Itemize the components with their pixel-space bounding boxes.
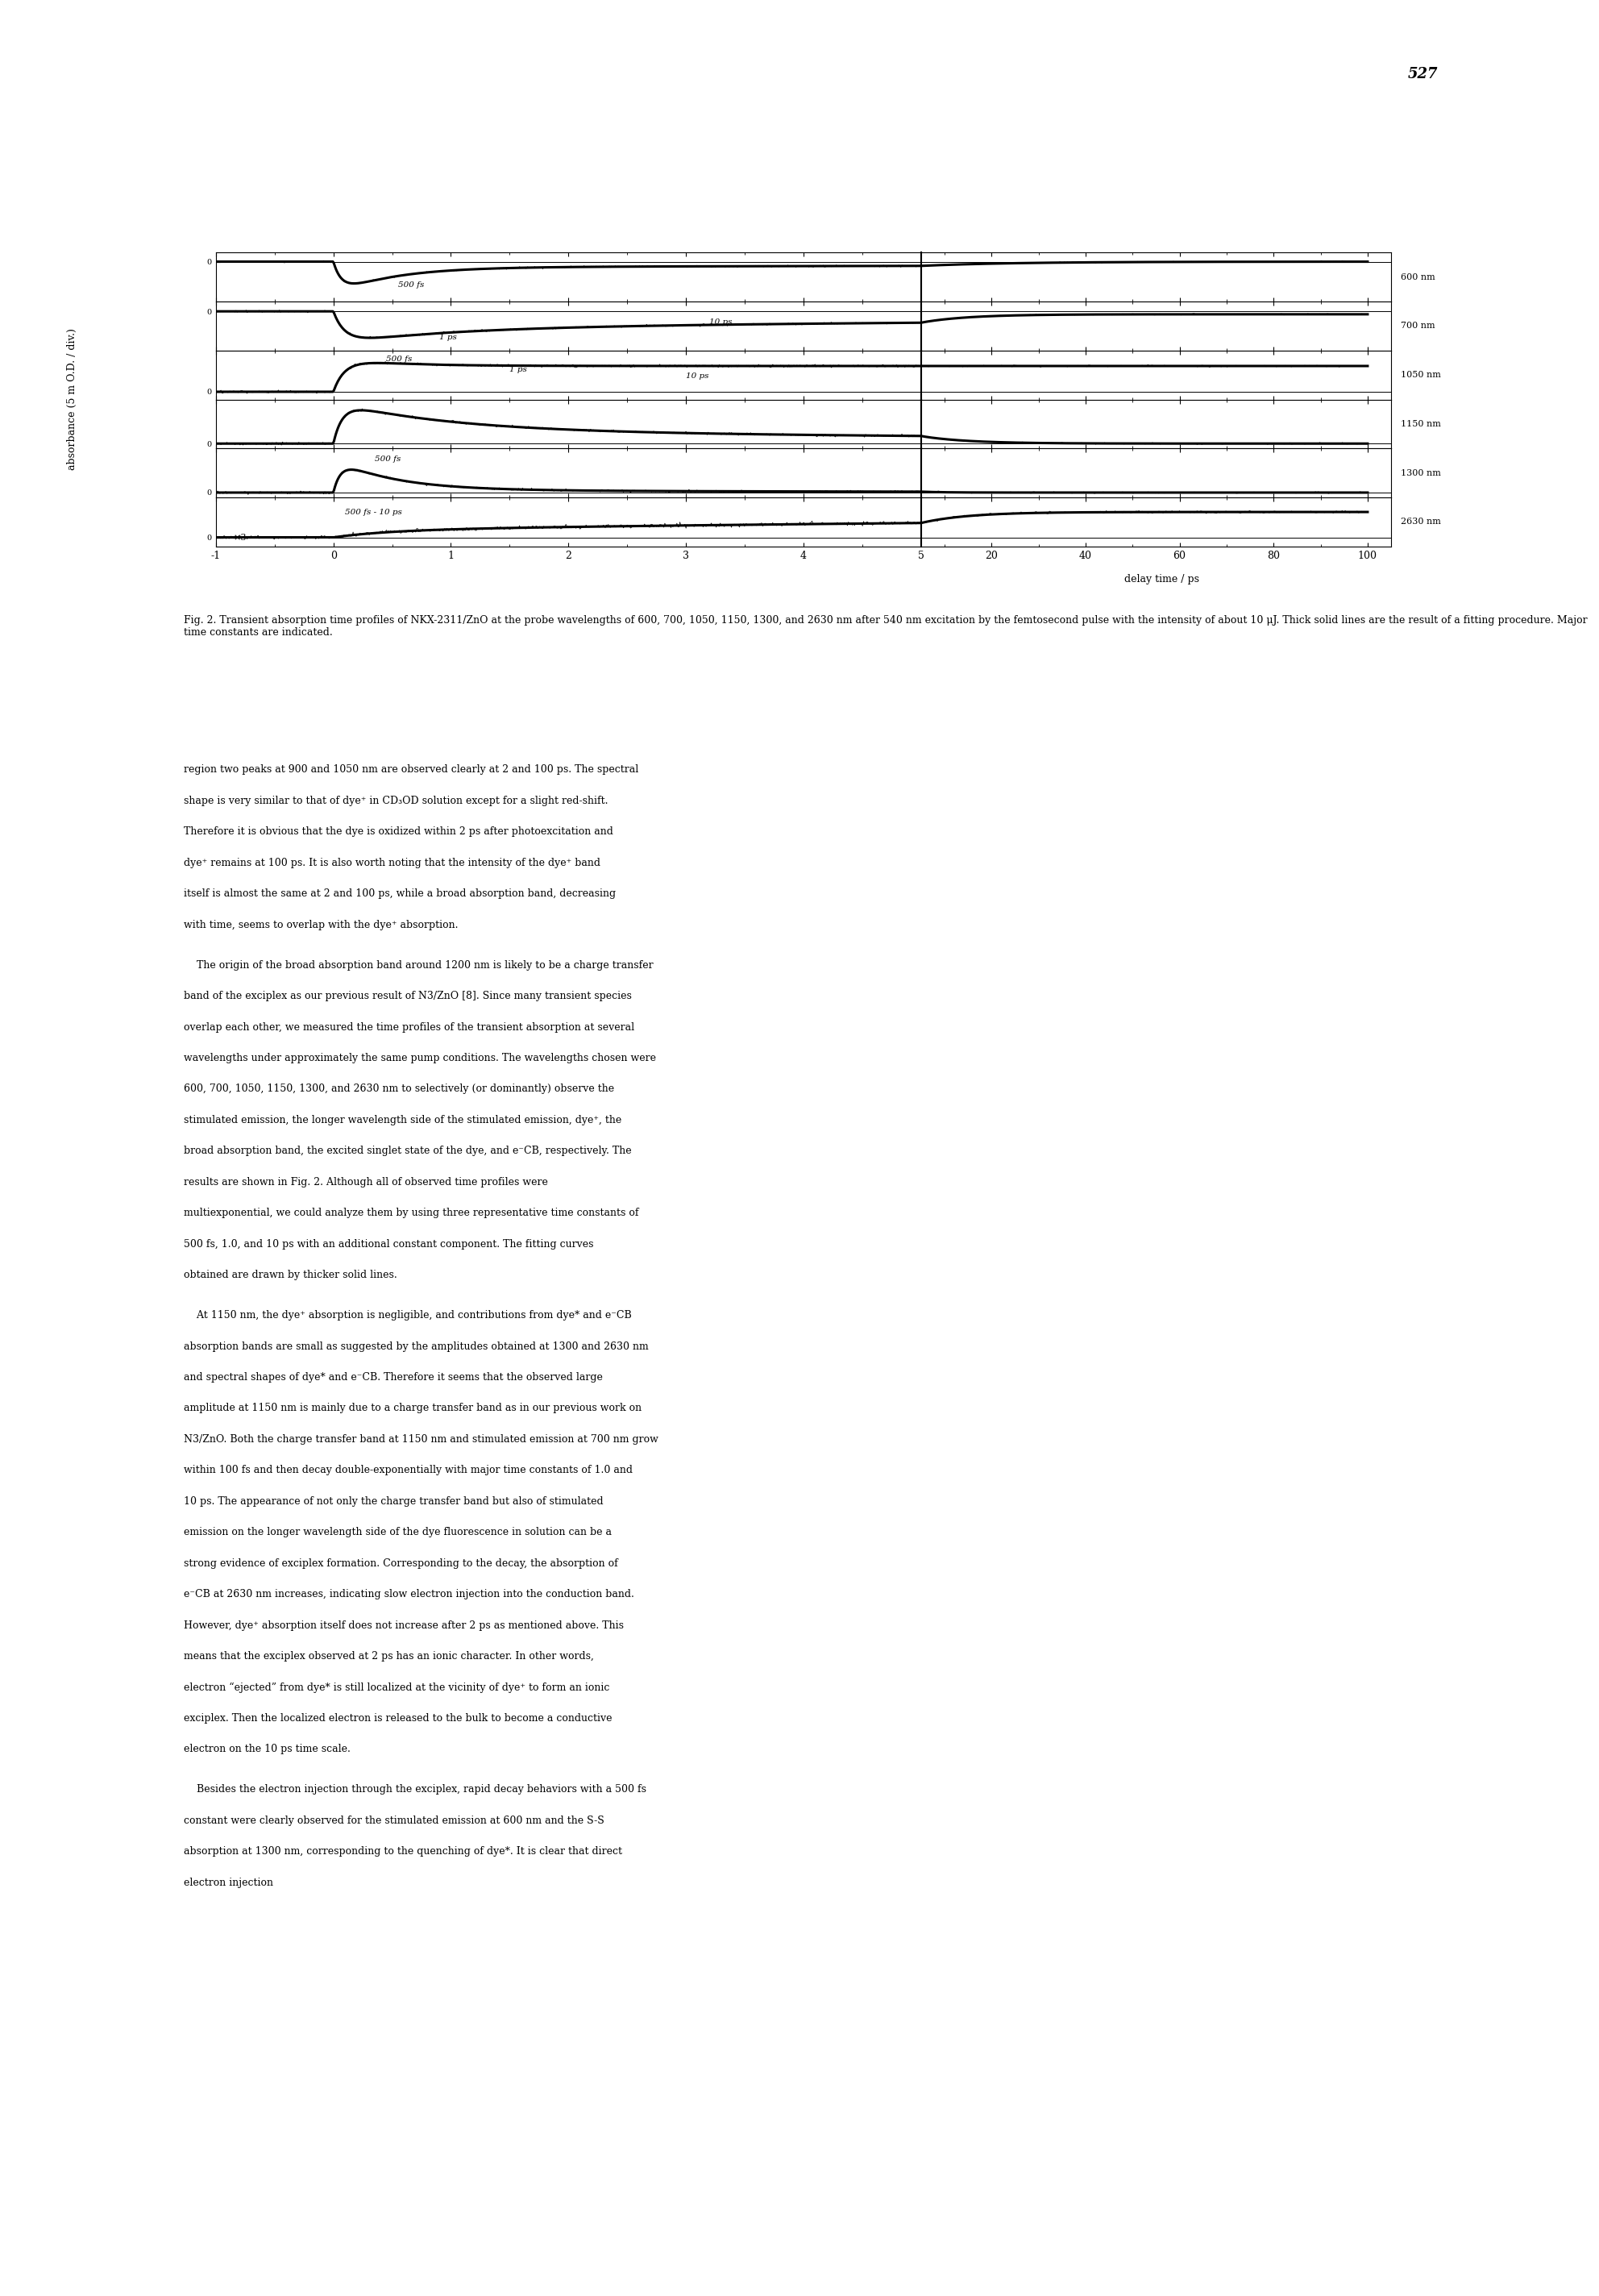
Text: 600, 700, 1050, 1150, 1300, and 2630 nm to selectively (or dominantly) observe t: 600, 700, 1050, 1150, 1300, and 2630 nm … [184,1084,614,1095]
Text: 1 ps: 1 ps [510,367,528,374]
Text: with time, seems to overlap with the dye⁺ absorption.: with time, seems to overlap with the dye… [184,918,459,930]
Text: 1300 nm: 1300 nm [1401,468,1441,478]
Text: and spectral shapes of dye* and e⁻CB. Therefore it seems that the observed large: and spectral shapes of dye* and e⁻CB. Th… [184,1373,603,1382]
Text: 500 fs, 1.0, and 10 ps with an additional constant component. The fitting curves: 500 fs, 1.0, and 10 ps with an additiona… [184,1240,593,1249]
Text: means that the exciplex observed at 2 ps has an ionic character. In other words,: means that the exciplex observed at 2 ps… [184,1651,593,1662]
Text: dye⁺ remains at 100 ps. It is also worth noting that the intensity of the dye⁺ b: dye⁺ remains at 100 ps. It is also worth… [184,856,601,868]
Text: 1 ps: 1 ps [440,335,457,342]
Text: electron injection: electron injection [184,1878,273,1887]
Text: 10 ps. The appearance of not only the charge transfer band but also of stimulate: 10 ps. The appearance of not only the ch… [184,1497,603,1506]
Text: 10 ps: 10 ps [710,319,732,326]
Text: exciplex. Then the localized electron is released to the bulk to become a conduc: exciplex. Then the localized electron is… [184,1713,612,1724]
Text: band of the exciplex as our previous result of N3/ZnO [8]. Since many transient : band of the exciplex as our previous res… [184,992,632,1001]
Text: absorption bands are small as suggested by the amplitudes obtained at 1300 and 2: absorption bands are small as suggested … [184,1341,649,1352]
Text: N3/ZnO. Both the charge transfer band at 1150 nm and stimulated emission at 700 : N3/ZnO. Both the charge transfer band at… [184,1435,659,1444]
Text: 500 fs: 500 fs [398,282,424,289]
Text: broad absorption band, the excited singlet state of the dye, and e⁻CB, respectiv: broad absorption band, the excited singl… [184,1146,632,1157]
Text: amplitude at 1150 nm is mainly due to a charge transfer band as in our previous : amplitude at 1150 nm is mainly due to a … [184,1403,641,1414]
Text: However, dye⁺ absorption itself does not increase after 2 ps as mentioned above.: However, dye⁺ absorption itself does not… [184,1621,624,1630]
Text: electron “ejected” from dye* is still localized at the vicinity of dye⁺ to form : electron “ejected” from dye* is still lo… [184,1683,609,1692]
Text: 500 fs - 10 ps: 500 fs - 10 ps [345,507,403,517]
Text: overlap each other, we measured the time profiles of the transient absorption at: overlap each other, we measured the time… [184,1022,635,1033]
Text: results are shown in Fig. 2. Although all of observed time profiles were: results are shown in Fig. 2. Although al… [184,1178,548,1187]
Text: absorption at 1300 nm, corresponding to the quenching of dye*. It is clear that : absorption at 1300 nm, corresponding to … [184,1846,622,1857]
Text: absorbance (5 m O.D. / div.): absorbance (5 m O.D. / div.) [67,328,77,471]
Text: multiexponential, we could analyze them by using three representative time const: multiexponential, we could analyze them … [184,1208,640,1219]
Text: stimulated emission, the longer wavelength side of the stimulated emission, dye⁺: stimulated emission, the longer waveleng… [184,1116,622,1125]
Text: 1050 nm: 1050 nm [1401,372,1441,379]
Text: 10 ps: 10 ps [686,372,708,379]
Text: Therefore it is obvious that the dye is oxidized within 2 ps after photoexcitati: Therefore it is obvious that the dye is … [184,827,614,838]
Text: constant were clearly observed for the stimulated emission at 600 nm and the S-S: constant were clearly observed for the s… [184,1816,604,1825]
Text: strong evidence of exciplex formation. Corresponding to the decay, the absorptio: strong evidence of exciplex formation. C… [184,1559,619,1568]
Text: Fig. 2. Transient absorption time profiles of NKX-2311/ZnO at the probe waveleng: Fig. 2. Transient absorption time profil… [184,615,1588,638]
Text: ×3: ×3 [233,533,246,542]
Text: 2630 nm: 2630 nm [1401,519,1441,526]
Text: itself is almost the same at 2 and 100 ps, while a broad absorption band, decrea: itself is almost the same at 2 and 100 p… [184,889,616,900]
Text: delay time / ps: delay time / ps [1124,574,1199,585]
Text: emission on the longer wavelength side of the dye fluorescence in solution can b: emission on the longer wavelength side o… [184,1527,612,1538]
Text: At 1150 nm, the dye⁺ absorption is negligible, and contributions from dye* and e: At 1150 nm, the dye⁺ absorption is negli… [184,1311,632,1320]
Text: wavelengths under approximately the same pump conditions. The wavelengths chosen: wavelengths under approximately the same… [184,1054,656,1063]
Text: within 100 fs and then decay double-exponentially with major time constants of 1: within 100 fs and then decay double-expo… [184,1465,633,1476]
Text: 527: 527 [1409,67,1438,80]
Text: 1150 nm: 1150 nm [1401,420,1441,427]
Text: 500 fs: 500 fs [387,356,413,363]
Text: e⁻CB at 2630 nm increases, indicating slow electron injection into the conductio: e⁻CB at 2630 nm increases, indicating sl… [184,1589,635,1600]
Text: obtained are drawn by thicker solid lines.: obtained are drawn by thicker solid line… [184,1270,397,1281]
Text: 600 nm: 600 nm [1401,273,1434,280]
Text: region two peaks at 900 and 1050 nm are observed clearly at 2 and 100 ps. The sp: region two peaks at 900 and 1050 nm are … [184,765,638,776]
Text: Besides the electron injection through the exciplex, rapid decay behaviors with : Besides the electron injection through t… [184,1784,646,1795]
Text: 500 fs: 500 fs [374,457,401,464]
Text: 700 nm: 700 nm [1401,321,1434,331]
Text: electron on the 10 ps time scale.: electron on the 10 ps time scale. [184,1745,350,1754]
Text: The origin of the broad absorption band around 1200 nm is likely to be a charge : The origin of the broad absorption band … [184,960,654,971]
Text: shape is very similar to that of dye⁺ in CD₃OD solution except for a slight red-: shape is very similar to that of dye⁺ in… [184,797,608,806]
